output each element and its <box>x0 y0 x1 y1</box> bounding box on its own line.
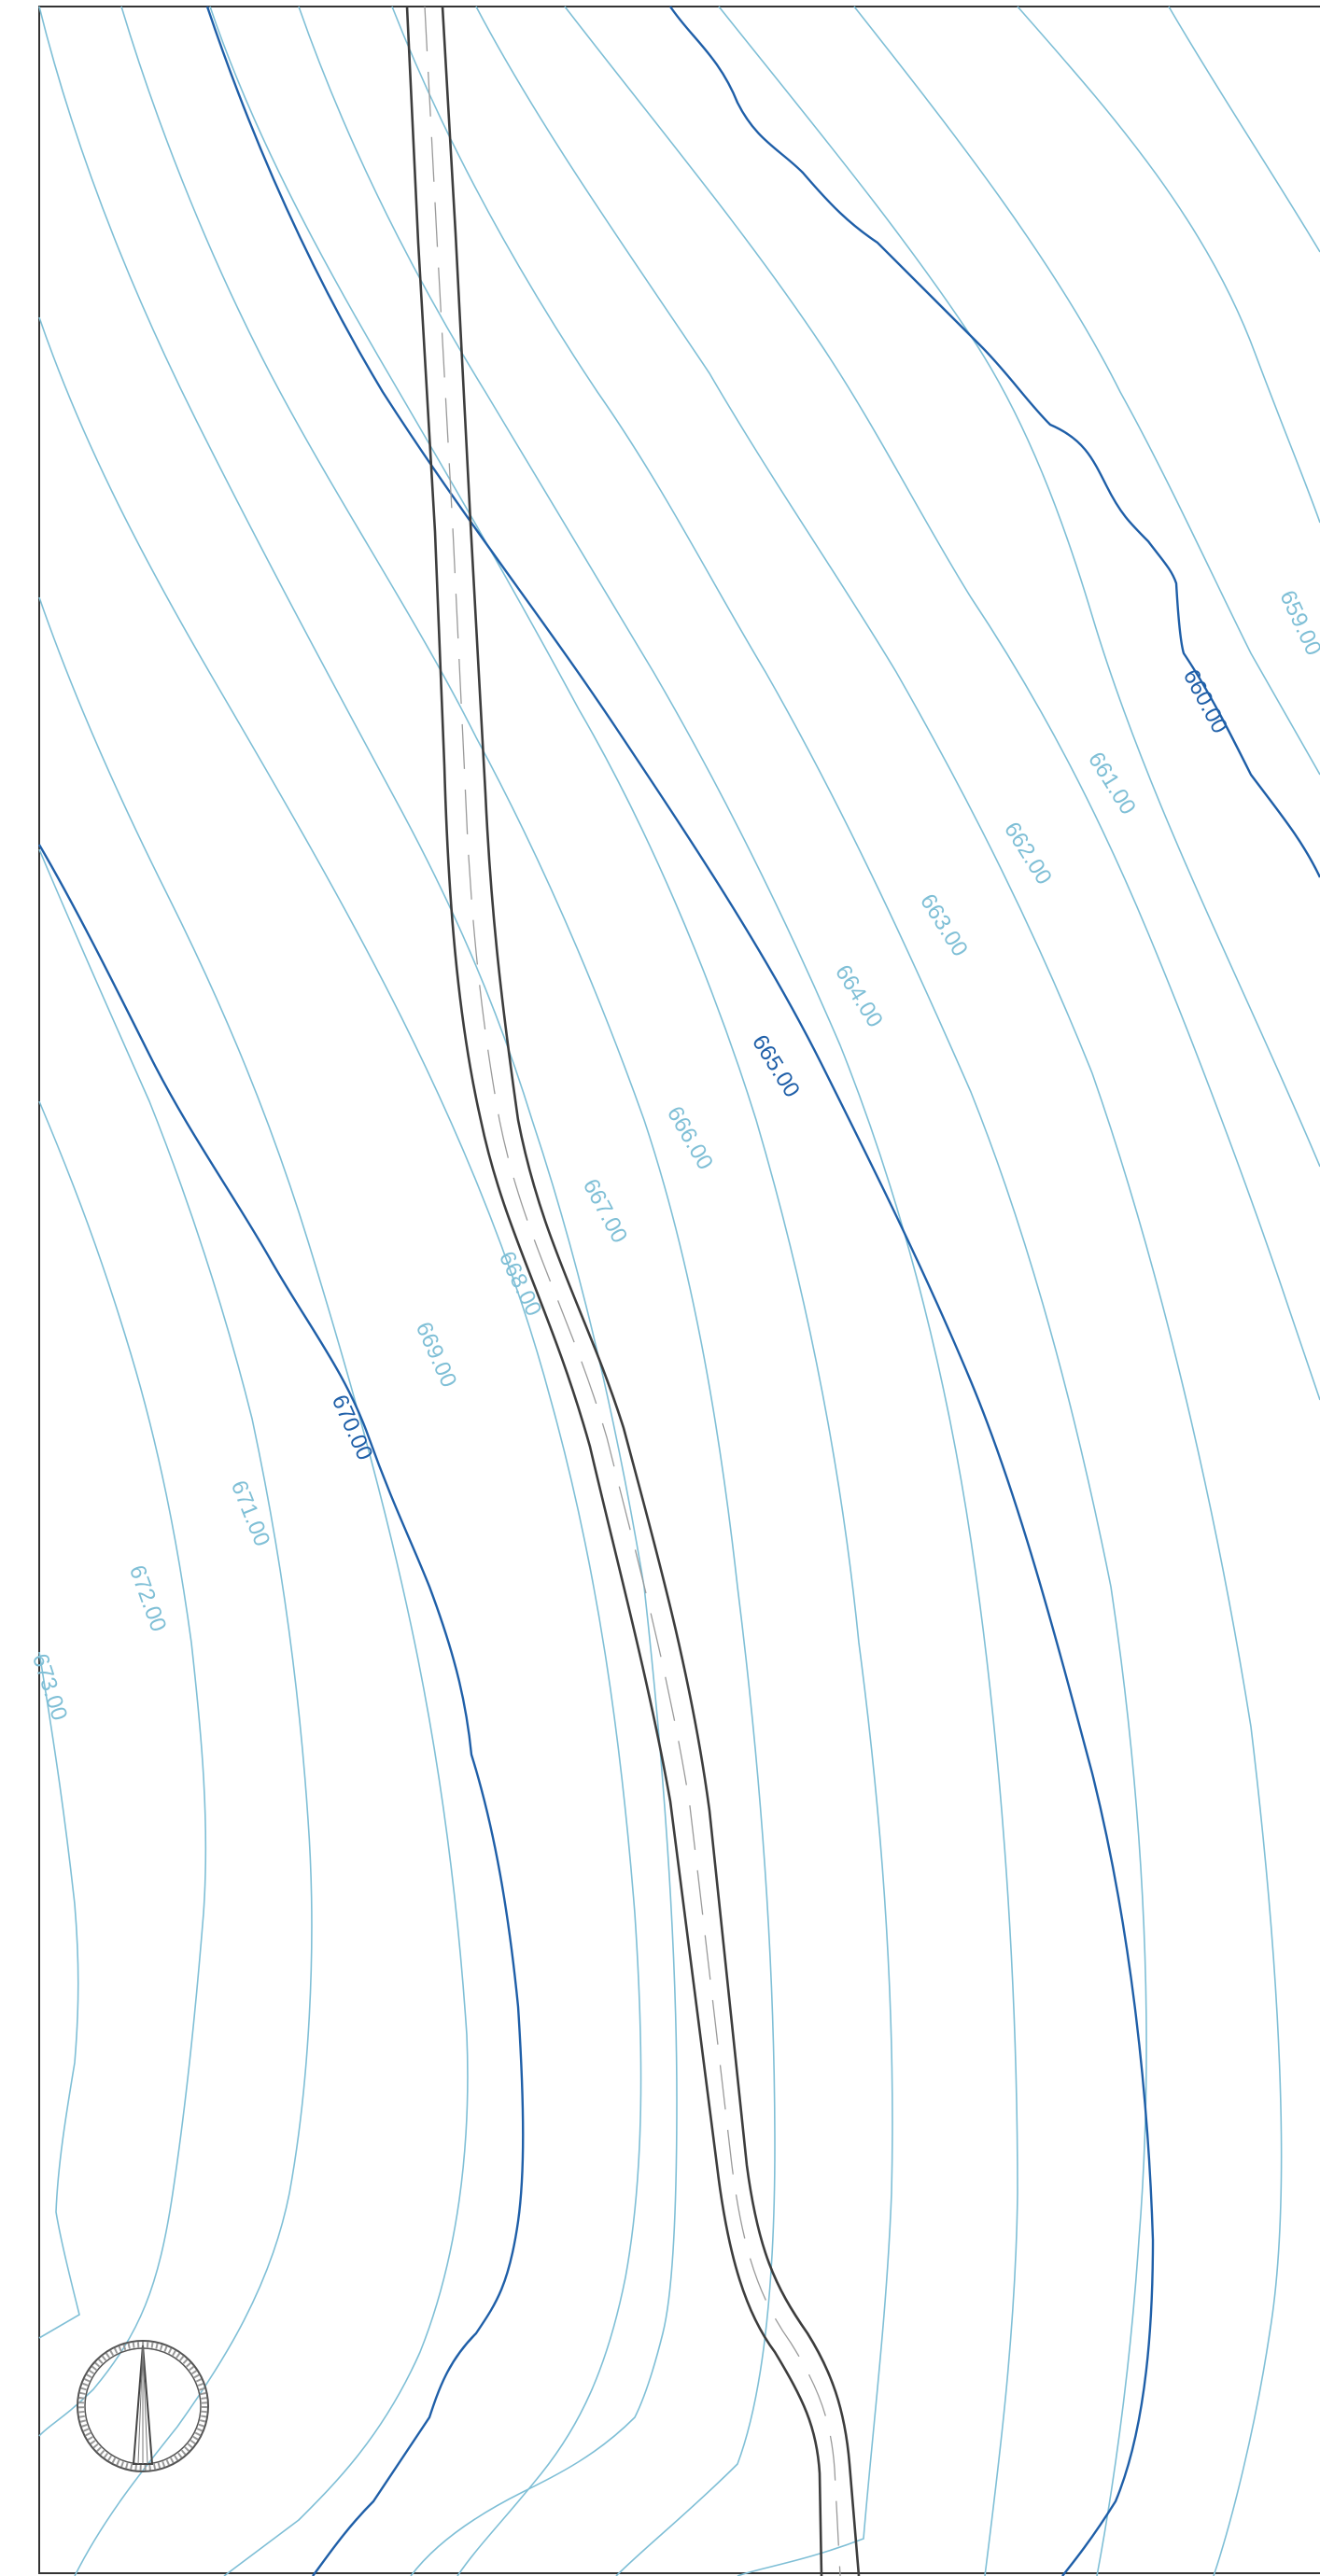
contour-label-670: 670.00 <box>327 1392 378 1464</box>
contour-lines <box>37 6 1320 2576</box>
contour-line <box>564 6 1320 1401</box>
contour-line-major <box>205 6 1155 2576</box>
contour-line <box>298 6 1018 2576</box>
contour-line <box>475 6 1283 2576</box>
contour-line <box>38 1100 207 2437</box>
contour-label-662: 662.00 <box>999 818 1057 889</box>
contour-line <box>38 6 678 2576</box>
contour-label-667: 667.00 <box>578 1175 632 1247</box>
contour-line-major <box>669 6 1320 878</box>
contour-label-671: 671.00 <box>226 1477 275 1549</box>
contour-label-673: 673.00 <box>27 1651 72 1724</box>
contour-line <box>391 6 1147 2576</box>
map-frame <box>38 6 1320 2574</box>
contour-label-659: 659.00 <box>1274 587 1320 660</box>
contour-label-666: 666.00 <box>662 1102 718 1174</box>
road-centerline <box>424 6 841 2576</box>
contour-label-663: 663.00 <box>915 889 973 961</box>
contour-line-major <box>37 844 525 2576</box>
contour-label-668: 668.00 <box>494 1248 546 1321</box>
road <box>405 6 861 2576</box>
contour-line <box>38 316 642 2576</box>
contour-labels: 659.00660.00661.00662.00663.00664.00665.… <box>27 587 1320 1724</box>
contour-line <box>853 6 1320 776</box>
contour-line <box>120 6 776 2576</box>
contour-line <box>38 848 313 2576</box>
road-edge-right <box>441 6 861 2576</box>
contour-line <box>1017 6 1320 524</box>
contour-line <box>38 1651 80 2339</box>
road-edge-left <box>405 6 823 2576</box>
contour-label-664: 664.00 <box>830 960 888 1032</box>
contour-label-665: 665.00 <box>747 1030 805 1102</box>
contour-line <box>718 6 1320 1168</box>
contour-line <box>209 6 893 2576</box>
north-arrow-icon <box>77 2340 209 2472</box>
contour-label-672: 672.00 <box>124 1561 171 1634</box>
contour-line <box>1168 6 1320 253</box>
contour-line <box>38 596 469 2576</box>
contour-label-660: 660.00 <box>1178 665 1232 737</box>
contour-label-669: 669.00 <box>411 1319 462 1392</box>
